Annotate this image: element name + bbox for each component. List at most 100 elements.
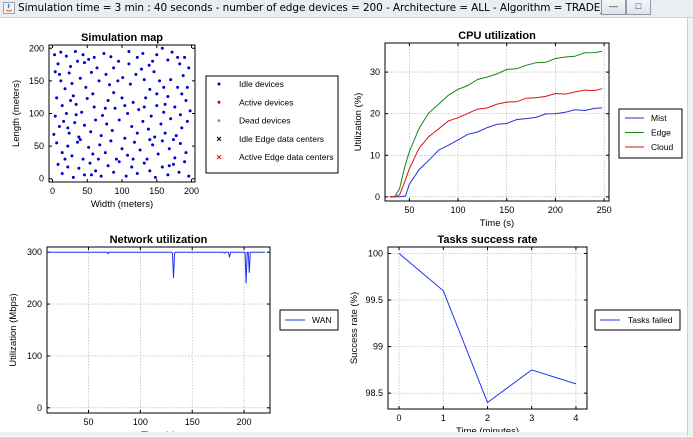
idle-device-point — [155, 53, 159, 57]
x-tick-label: 100 — [114, 186, 129, 196]
chart-title: Network utilization — [110, 234, 208, 246]
idle-device-point — [137, 108, 141, 112]
idle-device-point — [141, 51, 145, 55]
idle-device-point — [163, 131, 167, 135]
idle-device-point — [92, 55, 96, 59]
y-axis-label: Utilization (%) — [353, 93, 364, 152]
maximize-button[interactable]: □ — [626, 0, 651, 15]
idle-device-point — [63, 157, 67, 161]
idle-device-point — [55, 141, 59, 145]
idle-device-point — [109, 139, 113, 143]
idle-device-point — [103, 151, 107, 155]
idle-device-point — [69, 65, 73, 69]
idle-device-point — [126, 153, 130, 157]
idle-device-point — [67, 131, 71, 135]
network-series-wan — [47, 251, 265, 284]
idle-device-point — [141, 119, 145, 123]
idle-device-point — [106, 98, 110, 102]
idle-device-point — [142, 161, 146, 165]
y-tick-label: 10 — [370, 150, 380, 160]
x-tick-label: 0 — [397, 413, 402, 423]
title-bar[interactable]: Simulation time = 3 min : 40 seconds - n… — [0, 0, 693, 18]
idle-device-point — [177, 170, 181, 174]
idle-device-point — [183, 55, 187, 59]
minimize-button[interactable]: — — [601, 0, 626, 15]
idle-device-point — [167, 164, 171, 168]
idle-device-point — [69, 98, 73, 102]
legend-label: Active Edge data centers — [239, 152, 334, 162]
y-tick-label: 98.5 — [365, 388, 383, 398]
idle-device-point — [81, 157, 85, 161]
idle-device-point — [60, 151, 64, 155]
y-tick-label: 99 — [373, 342, 383, 352]
y-tick-label: 0 — [375, 192, 380, 202]
simulation-map-chart: 0 50 100 150 200 0 50 100 150 200 Simulation map Wi… — [11, 32, 199, 210]
y-tick-label: 0 — [37, 403, 42, 413]
idle-device-point — [57, 72, 61, 76]
idle-device-point — [166, 95, 170, 99]
idle-device-point — [89, 173, 93, 177]
idle-device-point — [91, 92, 95, 96]
idle-device-point — [71, 175, 75, 179]
chart-title: CPU utilization — [458, 30, 536, 42]
idle-device-point — [185, 119, 189, 123]
idle-device-point — [184, 151, 188, 155]
idle-device-point — [76, 59, 80, 63]
idle-device-point — [160, 46, 164, 50]
idle-device-point — [88, 161, 92, 165]
idle-device-point — [56, 162, 60, 166]
idle-device-point — [64, 54, 68, 58]
idle-device-point — [171, 138, 175, 142]
idle-device-point — [53, 53, 57, 57]
x-axis-label: Time (s) — [480, 218, 514, 229]
idle-device-point — [130, 165, 134, 169]
idle-device-point — [148, 138, 152, 142]
y-tick-label: 50 — [34, 141, 44, 151]
idle-device-point — [120, 96, 124, 100]
idle-device-point — [110, 128, 114, 132]
x-tick-label: 200 — [548, 205, 563, 215]
tasks-legend: Tasks failed — [594, 309, 681, 331]
y-axis-label: Success rate (%) — [349, 292, 360, 364]
idle-device-point — [57, 125, 61, 129]
idle-device-point — [133, 140, 137, 144]
idle-device-point — [153, 175, 157, 179]
legend-label: Edge — [651, 128, 671, 138]
idle-device-point — [173, 105, 177, 109]
idle-device-point — [151, 143, 155, 147]
legend-label: Cloud — [651, 142, 673, 152]
legend-marker — [217, 82, 221, 86]
idle-device-point — [114, 157, 118, 161]
idle-device-point — [134, 72, 138, 76]
idle-device-point — [160, 165, 164, 169]
idle-device-point — [170, 50, 174, 54]
x-tick-label: 50 — [82, 186, 92, 196]
x-tick-label: 150 — [149, 186, 164, 196]
idle-device-point — [178, 113, 182, 117]
idle-device-point — [84, 85, 88, 89]
idle-device-point — [82, 61, 86, 65]
legend-box — [205, 75, 339, 174]
idle-device-point — [89, 130, 93, 134]
idle-device-point — [117, 59, 121, 63]
idle-device-point — [155, 104, 159, 108]
idle-device-point — [71, 94, 75, 98]
idle-device-point — [52, 132, 56, 136]
idle-device-point — [55, 96, 59, 100]
x-tick-label: 0 — [50, 186, 55, 196]
idle-device-point — [103, 106, 107, 110]
idle-device-point — [184, 98, 188, 102]
idle-device-point — [123, 136, 127, 140]
x-axis-label: Time (minutes) — [456, 426, 519, 432]
cpu-series-edge — [389, 50, 603, 198]
legend-box — [279, 309, 339, 331]
plot-frame — [46, 246, 271, 414]
idle-device-point — [109, 55, 113, 59]
x-tick-label: 250 — [597, 205, 612, 215]
idle-device-point — [91, 152, 95, 156]
client-area: 0 50 100 150 200 0 50 100 150 200 Simulation map Wi… — [0, 18, 687, 437]
cpu-legend: Mist Edge Cloud — [618, 108, 683, 159]
idle-device-point — [74, 102, 78, 106]
legend-label: Idle devices — [239, 79, 284, 89]
idle-device-point — [73, 50, 77, 54]
